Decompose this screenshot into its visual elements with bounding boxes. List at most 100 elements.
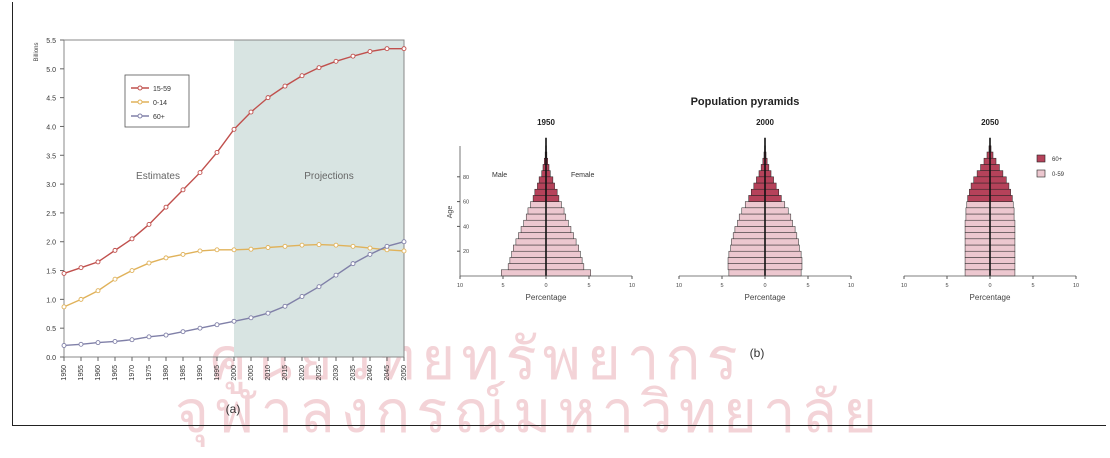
y-axis-label-a: Billions	[34, 42, 40, 61]
y-tick-label-a: 1.0	[46, 297, 56, 304]
legend-marker-0-14	[137, 99, 143, 105]
data-point-0-14	[248, 246, 254, 252]
data-point-15-59	[214, 149, 220, 155]
y-tick-label-a: 0.0	[46, 355, 56, 362]
data-point-15-59	[248, 109, 254, 115]
data-point-15-59	[282, 83, 288, 89]
data-point-0-14	[78, 296, 84, 302]
data-point-15-59	[384, 46, 390, 52]
legend-marker-60+	[137, 113, 143, 119]
y-tick-label-a: 4.0	[46, 124, 56, 131]
data-point-60+	[316, 284, 322, 290]
data-point-15-59	[231, 126, 237, 132]
y-tick-label-a: 0.5	[46, 326, 56, 333]
data-point-0-14	[333, 242, 339, 248]
data-point-60+	[112, 338, 118, 344]
pyramid-x-tick-label-2000: 10	[676, 283, 682, 289]
pyramid-x-tick-label-1950: 10	[629, 283, 635, 289]
data-point-60+	[248, 315, 254, 321]
data-point-60+	[163, 332, 169, 338]
data-point-0-14	[401, 248, 407, 254]
x-tick-label-a: 1960	[95, 365, 102, 381]
x-tick-label-a: 2035	[350, 365, 357, 381]
data-point-15-59	[333, 58, 339, 64]
pyramid-x-tick-label-2000: 5	[806, 283, 809, 289]
y-tick-label-a: 2.5	[46, 211, 56, 218]
pyramid-legend-swatch	[1036, 169, 1046, 178]
data-point-60+	[384, 243, 390, 249]
data-point-60+	[61, 343, 67, 348]
pyramid-sex-label-right: Female	[571, 172, 594, 179]
data-point-0-14	[367, 245, 373, 251]
data-point-60+	[401, 239, 407, 245]
pyramid-legend-label: 60+	[1052, 157, 1063, 163]
data-point-15-59	[265, 95, 271, 101]
data-point-60+	[282, 303, 288, 309]
pyramid-x-tick-label-1950: 10	[457, 283, 463, 289]
x-tick-label-a: 1955	[78, 365, 85, 381]
chart-canvas: 0.0 0.5 1.0 1.5 2.0 2.5 3.0 3.5 4.0 4.5 5.0 5.5 1950…	[34, 38, 1079, 416]
data-point-60+	[78, 341, 84, 347]
y-tick-label-a: 2.0	[46, 240, 56, 247]
pyramid-y-tick-label: 20	[463, 249, 469, 255]
data-point-15-59	[112, 247, 118, 253]
projection-region	[234, 40, 404, 357]
pyramid-xlabel-2000: Percentage	[745, 293, 786, 302]
legend-label-15-59: 15-59	[153, 86, 171, 93]
pyramid-x-tick-label-2050: 10	[1073, 283, 1079, 289]
x-tick-label-a: 2030	[333, 365, 340, 381]
data-point-0-14	[61, 304, 67, 310]
pyramid-sex-label-left: Male	[492, 172, 507, 179]
data-point-15-59	[61, 270, 67, 276]
data-point-60+	[129, 337, 135, 343]
data-point-15-59	[367, 49, 373, 54]
x-tick-label-a: 2045	[384, 365, 391, 381]
pyramid-xlabel-2050: Percentage	[970, 293, 1011, 302]
pyramid-year-1950: 1950	[537, 118, 555, 127]
pyramid-x-tick-label-2050: 5	[945, 283, 948, 289]
data-point-15-59	[350, 53, 356, 59]
estimates-label: Estimates	[136, 171, 180, 182]
data-point-0-14	[129, 268, 135, 273]
pyramid-legend-swatch	[1036, 154, 1046, 163]
data-point-0-14	[180, 251, 186, 257]
data-point-15-59	[78, 265, 84, 271]
legend-box-a	[124, 74, 190, 128]
y-tick-label-a: 3.0	[46, 182, 56, 189]
pyramid-ylabel: Age	[447, 206, 454, 219]
pyramid-xlabel-1950: Percentage	[526, 293, 567, 302]
legend-marker-15-59	[137, 85, 143, 91]
data-point-0-14	[214, 247, 220, 253]
data-point-60+	[299, 294, 305, 299]
data-point-15-59	[299, 73, 305, 79]
data-point-0-14	[316, 242, 322, 248]
pyramid-x-tick-label-2000: 0	[763, 283, 766, 289]
data-point-0-14	[265, 245, 271, 250]
x-tick-label-a: 2020	[299, 365, 306, 381]
x-tick-label-a: 1975	[146, 365, 153, 381]
data-point-0-14	[197, 248, 203, 254]
x-tick-label-a: 1970	[129, 365, 136, 381]
data-point-0-14	[282, 243, 288, 249]
data-point-0-14	[146, 260, 152, 266]
panel-caption-b: (b)	[750, 346, 765, 360]
data-point-15-59	[163, 204, 169, 210]
data-point-15-59	[180, 187, 186, 193]
x-tick-label-a: 1995	[214, 365, 221, 381]
pyramid-title: Population pyramids	[691, 96, 800, 108]
data-point-60+	[180, 329, 186, 335]
data-point-0-14	[112, 276, 118, 282]
y-tick-label-a: 5.5	[46, 38, 56, 45]
pyramid-year-2000: 2000	[756, 118, 774, 127]
data-point-60+	[197, 325, 203, 331]
data-point-0-14	[299, 242, 305, 248]
data-point-15-59	[95, 259, 101, 265]
x-tick-label-a: 2010	[265, 365, 272, 381]
x-tick-label-a: 1965	[112, 365, 119, 381]
pyramid-x-tick-label-2050: 5	[1031, 283, 1034, 289]
pyramid-x-tick-label-2050: 0	[988, 283, 991, 289]
y-tick-label-a: 1.5	[46, 269, 56, 276]
data-point-60+	[214, 322, 220, 328]
data-point-60+	[265, 310, 271, 316]
x-tick-label-a: 2015	[282, 365, 289, 381]
